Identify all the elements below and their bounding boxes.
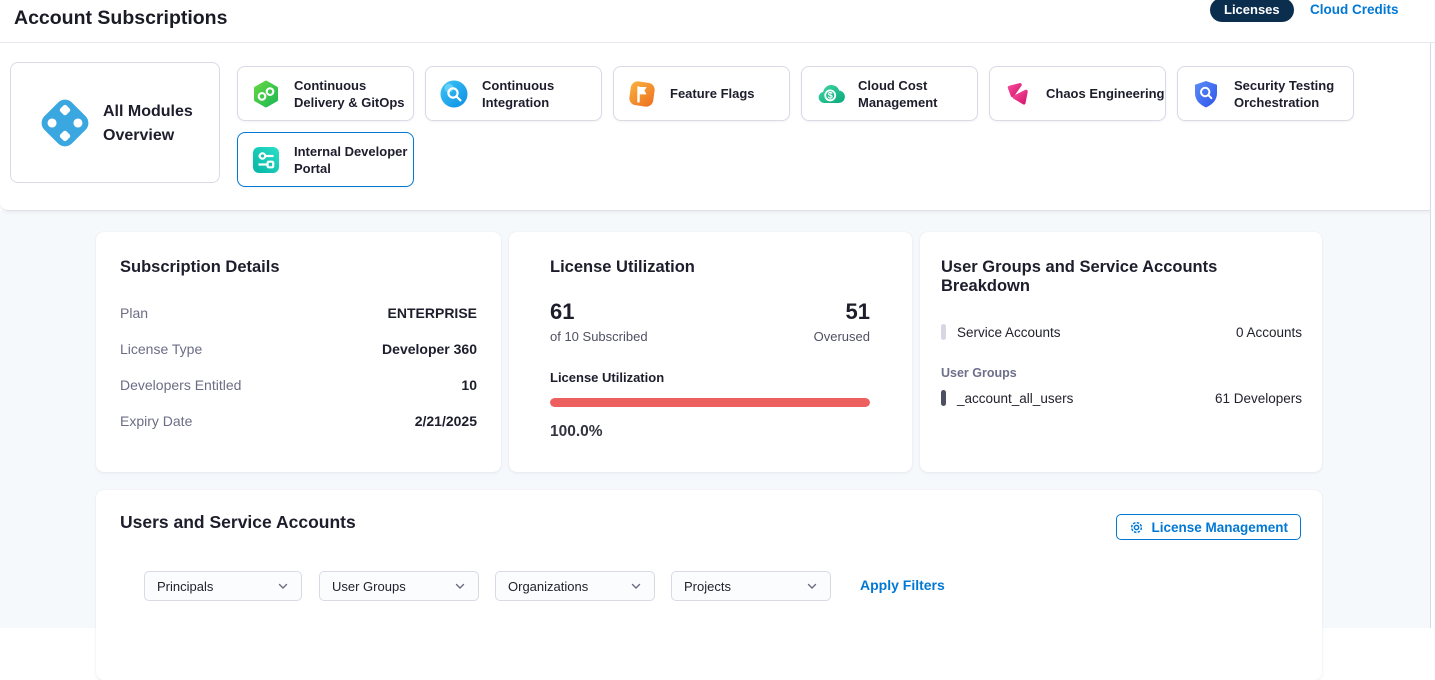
module-label: Chaos Engineering bbox=[1046, 85, 1165, 102]
detail-label: Developers Entitled bbox=[120, 377, 241, 393]
dropdown-label: Projects bbox=[684, 579, 731, 594]
dropdown-label: Principals bbox=[157, 579, 213, 594]
module-label: Internal Developer Portal bbox=[294, 143, 413, 177]
detail-value: Developer 360 bbox=[382, 341, 477, 357]
detail-value: 10 bbox=[461, 377, 477, 393]
used-count: 61 bbox=[550, 299, 648, 325]
overused-stat: 51 Overused bbox=[814, 299, 870, 344]
chevron-down-icon bbox=[806, 580, 818, 592]
users-section-title: Users and Service Accounts bbox=[120, 512, 356, 533]
users-service-accounts-card: Users and Service Accounts License Manag… bbox=[96, 490, 1322, 680]
chevron-down-icon bbox=[454, 580, 466, 592]
detail-row-plan: Plan ENTERPRISE bbox=[120, 303, 477, 323]
used-caption: of 10 Subscribed bbox=[550, 329, 648, 344]
detail-label: Expiry Date bbox=[120, 413, 192, 429]
all-modules-overview-label: All Modules Overview bbox=[103, 100, 211, 148]
user-groups-heading: User Groups bbox=[941, 366, 1302, 380]
chaos-engineering-icon bbox=[1002, 78, 1034, 110]
dropdown-label: User Groups bbox=[332, 579, 406, 594]
license-utilization-card: License Utilization 61 of 10 Subscribed … bbox=[509, 232, 912, 472]
detail-value: ENTERPRISE bbox=[388, 305, 477, 321]
module-label: Cloud Cost Management bbox=[858, 77, 977, 111]
svg-text:$: $ bbox=[828, 90, 833, 100]
detail-label: Plan bbox=[120, 305, 148, 321]
user-group-row: _account_all_users 61 Developers bbox=[941, 388, 1302, 408]
module-card-security-testing[interactable]: Security Testing Orchestration bbox=[1177, 66, 1354, 121]
detail-row-developers-entitled: Developers Entitled 10 bbox=[120, 375, 477, 395]
service-accounts-row: Service Accounts 0 Accounts bbox=[941, 322, 1302, 342]
feature-flags-icon bbox=[626, 78, 658, 110]
breakdown-card: User Groups and Service Accounts Breakdo… bbox=[920, 232, 1322, 472]
right-edge-strip bbox=[1431, 43, 1435, 628]
chevron-down-icon bbox=[630, 580, 642, 592]
overused-count: 51 bbox=[814, 299, 870, 325]
detail-value: 2/21/2025 bbox=[415, 413, 477, 429]
service-accounts-value: 0 Accounts bbox=[1236, 325, 1302, 340]
module-card-chaos-engineering[interactable]: Chaos Engineering bbox=[989, 66, 1166, 121]
page-header: Account Subscriptions Licenses Cloud Cre… bbox=[0, 0, 1435, 43]
module-label: Continuous Delivery & GitOps bbox=[294, 77, 413, 111]
page-title: Account Subscriptions bbox=[14, 7, 227, 30]
utilization-bar-label: License Utilization bbox=[550, 370, 870, 385]
security-testing-icon bbox=[1190, 78, 1222, 110]
service-accounts-label: Service Accounts bbox=[957, 325, 1061, 340]
module-card-cd-gitops[interactable]: Continuous Delivery & GitOps bbox=[237, 66, 414, 121]
dropdown-label: Organizations bbox=[508, 579, 588, 594]
module-card-continuous-integration[interactable]: Continuous Integration bbox=[425, 66, 602, 121]
service-accounts-marker bbox=[941, 324, 946, 340]
detail-label: License Type bbox=[120, 341, 202, 357]
license-management-button[interactable]: License Management bbox=[1116, 514, 1301, 540]
module-selector-panel: All Modules Overview Continuous Delivery… bbox=[0, 43, 1435, 211]
utilization-percent: 100.0% bbox=[550, 423, 870, 441]
principals-dropdown[interactable]: Principals bbox=[144, 571, 302, 601]
overused-caption: Overused bbox=[814, 329, 870, 344]
internal-developer-portal-icon bbox=[250, 144, 282, 176]
user-groups-dropdown[interactable]: User Groups bbox=[319, 571, 479, 601]
module-label: Continuous Integration bbox=[482, 77, 601, 111]
user-group-value: 61 Developers bbox=[1215, 391, 1302, 406]
module-label: Feature Flags bbox=[670, 85, 789, 102]
all-modules-overview-card[interactable]: All Modules Overview bbox=[10, 62, 220, 183]
license-utilization-title: License Utilization bbox=[550, 258, 870, 277]
module-card-cloud-cost[interactable]: $ Cloud Cost Management bbox=[801, 66, 978, 121]
user-group-name: _account_all_users bbox=[957, 391, 1073, 406]
detail-row-expiry-date: Expiry Date 2/21/2025 bbox=[120, 411, 477, 431]
detail-row-license-type: License Type Developer 360 bbox=[120, 339, 477, 359]
cloud-cost-icon: $ bbox=[814, 78, 846, 110]
right-edge-border bbox=[1430, 43, 1431, 628]
gear-icon bbox=[1129, 520, 1144, 535]
user-group-marker bbox=[941, 390, 946, 406]
breakdown-title: User Groups and Service Accounts Breakdo… bbox=[941, 258, 1302, 296]
module-card-feature-flags[interactable]: Feature Flags bbox=[613, 66, 790, 121]
chevron-down-icon bbox=[277, 580, 289, 592]
organizations-dropdown[interactable]: Organizations bbox=[495, 571, 655, 601]
module-label: Security Testing Orchestration bbox=[1234, 77, 1353, 111]
tab-licenses[interactable]: Licenses bbox=[1210, 0, 1294, 22]
module-card-internal-developer-portal[interactable]: Internal Developer Portal bbox=[237, 132, 414, 187]
subscription-details-card: Subscription Details Plan ENTERPRISE Lic… bbox=[96, 232, 501, 472]
continuous-integration-icon bbox=[438, 78, 470, 110]
utilization-bar-fill bbox=[550, 398, 870, 407]
subscription-details-title: Subscription Details bbox=[120, 258, 477, 277]
tab-cloud-credits[interactable]: Cloud Credits bbox=[1310, 2, 1399, 17]
projects-dropdown[interactable]: Projects bbox=[671, 571, 831, 601]
apply-filters-link[interactable]: Apply Filters bbox=[860, 577, 945, 593]
license-management-label: License Management bbox=[1151, 520, 1288, 535]
used-stat: 61 of 10 Subscribed bbox=[550, 299, 648, 344]
cd-gitops-icon bbox=[250, 78, 282, 110]
all-modules-icon bbox=[37, 95, 93, 156]
utilization-bar-track bbox=[550, 398, 870, 407]
